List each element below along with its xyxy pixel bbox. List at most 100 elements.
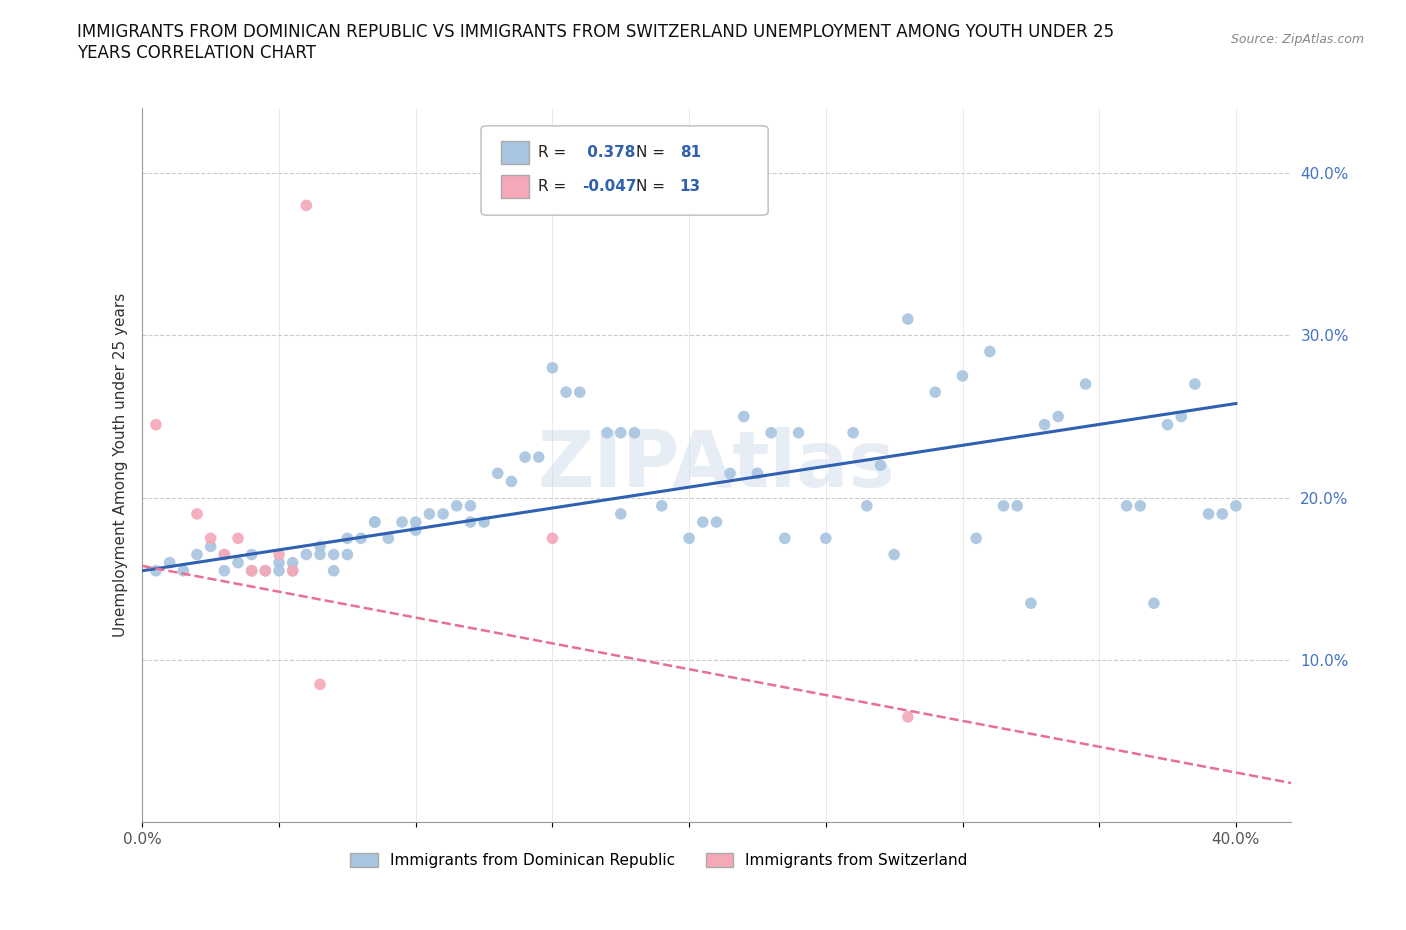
Point <box>486 466 509 481</box>
Point <box>460 498 482 513</box>
Text: 0.378: 0.378 <box>582 145 636 160</box>
Point <box>460 514 482 529</box>
Point <box>309 539 332 554</box>
Point <box>240 564 263 578</box>
Point <box>432 507 454 522</box>
Point <box>883 547 905 562</box>
Point <box>267 564 290 578</box>
Point <box>692 514 714 529</box>
Point <box>869 458 891 472</box>
Point <box>226 555 249 570</box>
Point <box>267 547 290 562</box>
Point <box>405 514 427 529</box>
Point <box>240 564 263 578</box>
Point <box>1198 507 1220 522</box>
Point <box>979 344 1001 359</box>
Point <box>336 547 359 562</box>
Point <box>391 514 413 529</box>
Point <box>336 531 359 546</box>
Point <box>322 547 344 562</box>
Point <box>596 425 619 440</box>
Point <box>200 531 222 546</box>
FancyBboxPatch shape <box>501 140 529 164</box>
Point <box>295 198 318 213</box>
Point <box>322 564 344 578</box>
Point <box>1033 418 1056 432</box>
Point <box>159 555 181 570</box>
Point <box>145 564 167 578</box>
Point <box>172 564 194 578</box>
Point <box>364 514 387 529</box>
Point <box>759 425 782 440</box>
Point <box>200 539 222 554</box>
Point <box>718 466 741 481</box>
Point <box>214 564 236 578</box>
Point <box>678 531 700 546</box>
Point <box>214 547 236 562</box>
Point <box>254 564 277 578</box>
Point <box>1225 498 1247 513</box>
Point <box>309 547 332 562</box>
Point <box>186 507 208 522</box>
Point <box>541 531 564 546</box>
Point <box>1115 498 1137 513</box>
Text: R =: R = <box>538 145 567 160</box>
Text: IMMIGRANTS FROM DOMINICAN REPUBLIC VS IMMIGRANTS FROM SWITZERLAND UNEMPLOYMENT A: IMMIGRANTS FROM DOMINICAN REPUBLIC VS IM… <box>77 23 1115 62</box>
Point <box>226 531 249 546</box>
Point <box>364 514 387 529</box>
Point <box>555 385 578 400</box>
Point <box>281 555 304 570</box>
Point <box>1211 507 1233 522</box>
Point <box>856 498 879 513</box>
Text: ZIPAtlas: ZIPAtlas <box>537 427 896 503</box>
Point <box>1170 409 1192 424</box>
Point <box>309 677 332 692</box>
Point <box>418 507 440 522</box>
Point <box>281 564 304 578</box>
Point <box>733 409 755 424</box>
Point <box>993 498 1015 513</box>
Text: Source: ZipAtlas.com: Source: ZipAtlas.com <box>1230 33 1364 46</box>
Point <box>267 555 290 570</box>
Point <box>1184 377 1206 392</box>
Point <box>842 425 865 440</box>
Point <box>446 498 468 513</box>
Point <box>1143 596 1166 611</box>
Legend: Immigrants from Dominican Republic, Immigrants from Switzerland: Immigrants from Dominican Republic, Immi… <box>350 854 967 869</box>
Point <box>1074 377 1097 392</box>
Point <box>787 425 810 440</box>
Point <box>527 450 550 465</box>
Point <box>965 531 987 546</box>
Point <box>186 547 208 562</box>
Point <box>610 425 633 440</box>
Point <box>472 514 495 529</box>
Text: 81: 81 <box>679 145 700 160</box>
Point <box>651 498 673 513</box>
Point <box>145 418 167 432</box>
Point <box>952 368 974 383</box>
Point <box>1156 418 1178 432</box>
Point <box>240 547 263 562</box>
Text: R =: R = <box>538 179 567 194</box>
Point <box>623 425 645 440</box>
Point <box>501 474 523 489</box>
Point <box>897 312 920 326</box>
Point <box>1005 498 1028 513</box>
Point <box>377 531 399 546</box>
Point <box>610 507 633 522</box>
Point <box>513 450 536 465</box>
Text: -0.047: -0.047 <box>582 179 637 194</box>
FancyBboxPatch shape <box>501 175 529 198</box>
Point <box>405 523 427 538</box>
Point <box>568 385 591 400</box>
Point <box>1129 498 1152 513</box>
Point <box>814 531 837 546</box>
Point <box>350 531 373 546</box>
Point <box>254 564 277 578</box>
Point <box>214 547 236 562</box>
Y-axis label: Unemployment Among Youth under 25 years: Unemployment Among Youth under 25 years <box>114 293 128 637</box>
Point <box>541 360 564 375</box>
Point <box>747 466 769 481</box>
Point <box>295 547 318 562</box>
Point <box>773 531 796 546</box>
